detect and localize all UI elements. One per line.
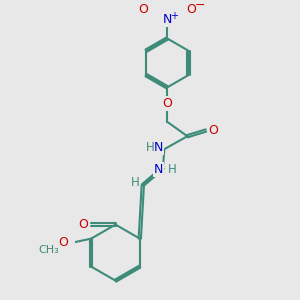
Text: N: N — [154, 141, 163, 154]
Text: H: H — [146, 141, 154, 154]
Text: O: O — [208, 124, 218, 137]
Text: O: O — [138, 3, 148, 16]
Text: O: O — [187, 3, 196, 16]
Text: CH₃: CH₃ — [38, 245, 59, 255]
Text: H: H — [130, 176, 139, 189]
Text: O: O — [162, 97, 172, 110]
Text: N: N — [163, 13, 172, 26]
Text: O: O — [58, 236, 68, 249]
Text: O: O — [78, 218, 88, 231]
Text: +: + — [170, 11, 178, 21]
Text: N: N — [154, 163, 163, 176]
Text: −: − — [194, 0, 205, 12]
Text: H: H — [168, 163, 177, 176]
